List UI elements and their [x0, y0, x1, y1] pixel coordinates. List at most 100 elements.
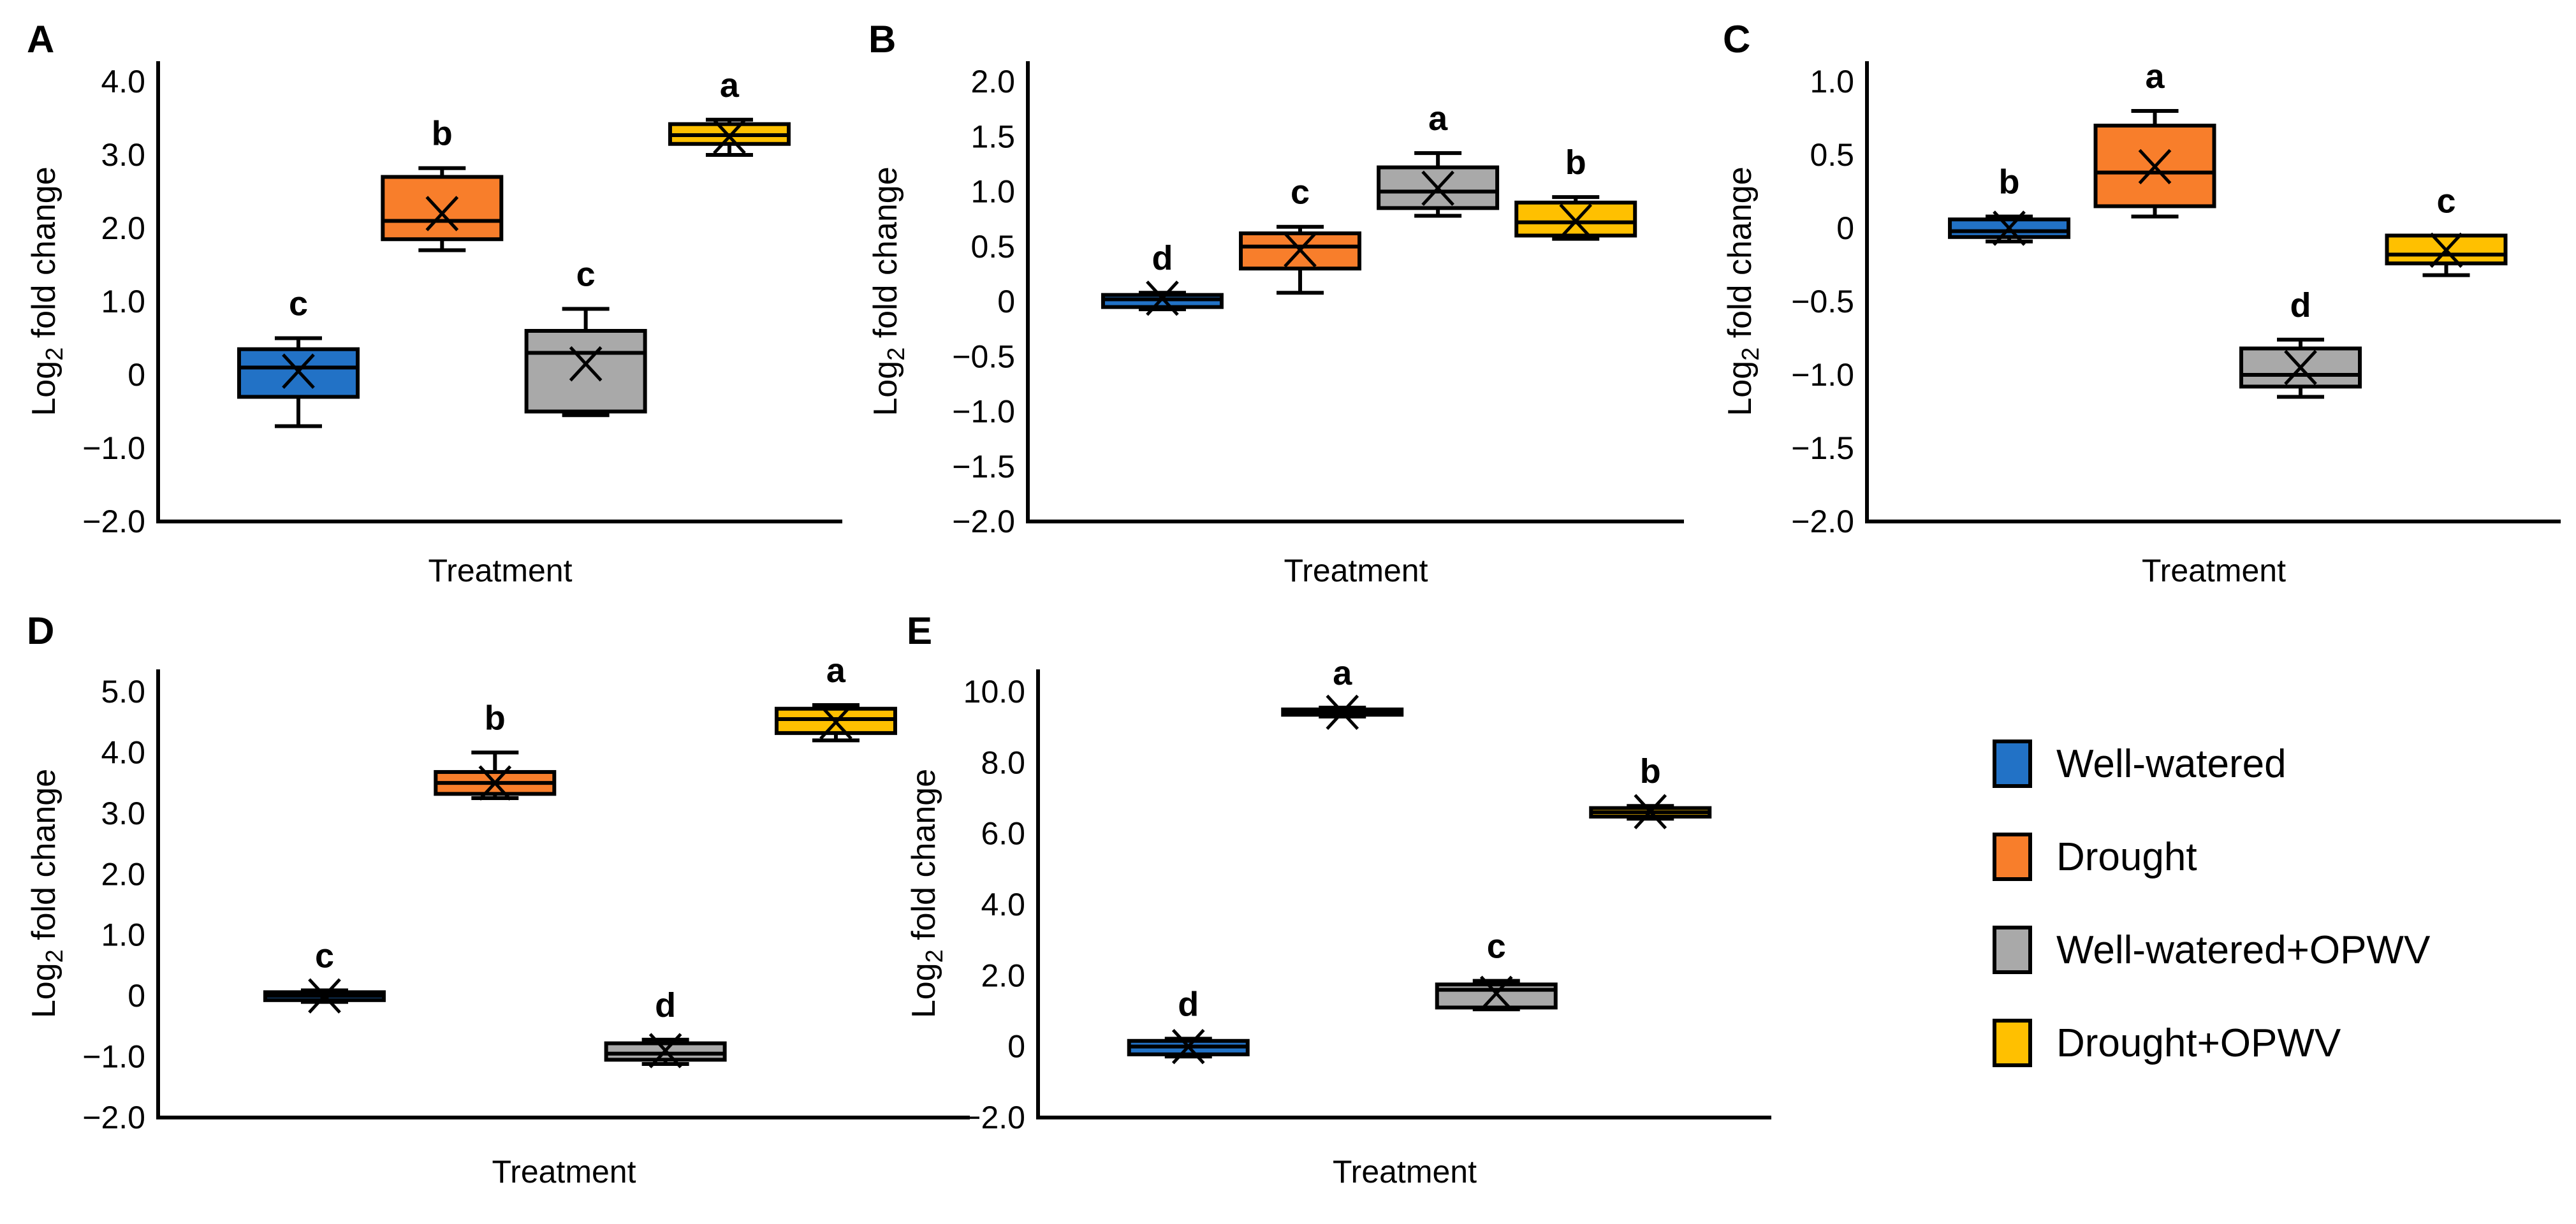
y-axis-label: Log2 fold change	[867, 166, 910, 416]
box-A-well-watered-opwv: c	[524, 256, 647, 418]
mean-x-marker	[1146, 280, 1179, 316]
y-tick-label: −2.0	[1791, 504, 1854, 539]
mean-x-marker	[1326, 694, 1359, 730]
boxplot-svg-D: D Log2 fold change 5.0 4.0 3.0 2.0 1.0 0 −1.0 −2.…	[26, 609, 970, 1190]
legend-label: Well-watered+OPWV	[2056, 928, 2431, 972]
box-E-well-watered: d	[1127, 985, 1250, 1065]
boxplot-svg-A: A Log2 fold change 4.0 3.0 2.0 1.0 0 −1.0 −2.0 Tr…	[26, 18, 842, 588]
panel-e-boxplot: E Log2 fold change 10.0 8.0 6.0 4.0 2.0 0 −2.0 Tr…	[893, 606, 1780, 1218]
mean-x-marker	[569, 346, 603, 382]
y-tick-label: 4.0	[101, 64, 145, 99]
boxplot-svg-C: C Log2 fold change 1.0 0.5 0 −0.5 −1.0 −1.5 −2.0…	[1722, 18, 2561, 588]
mean-x-marker	[478, 765, 512, 801]
sig-letter: b	[1640, 752, 1661, 790]
sig-letter: b	[1565, 143, 1586, 182]
mean-x-marker	[1479, 975, 1513, 1011]
box-C-drought-opwv: c	[2385, 182, 2508, 277]
box-D-drought: b	[434, 699, 557, 801]
y-tick-label: 1.0	[101, 917, 145, 953]
y-tick-label: −1.0	[82, 430, 145, 466]
y-tick-label: 0.5	[1810, 137, 1854, 173]
box-A-well-watered: c	[237, 285, 360, 428]
box-C-drought: a	[2093, 57, 2216, 219]
box-B-drought: c	[1239, 173, 1362, 295]
panel-letter-D: D	[27, 609, 54, 652]
panel-a-boxplot: A Log2 fold change 4.0 3.0 2.0 1.0 0 −1.0 −2.0 Tr…	[13, 6, 851, 602]
box-E-drought-opwv: b	[1589, 752, 1712, 829]
y-tick-label: −1.5	[952, 449, 1015, 484]
mean-x-marker	[819, 704, 853, 740]
legend-item-well-watered-opwv: Well-watered+OPWV	[1993, 903, 2430, 996]
sig-letter: a	[1428, 99, 1448, 138]
mean-x-marker	[1634, 794, 1667, 829]
box-D-well-watered-opwv: d	[604, 986, 727, 1068]
y-tick-label: −2.0	[962, 1100, 1025, 1135]
legend-label: Well-watered	[2056, 741, 2287, 786]
mean-x-marker	[1421, 170, 1454, 207]
legend-swatch-well-watered	[1993, 740, 2032, 788]
sig-letter: c	[315, 937, 334, 975]
y-tick-label: −0.5	[952, 339, 1015, 374]
box-rect	[381, 175, 504, 242]
y-tick-label: 0	[128, 978, 145, 1014]
mean-x-marker	[2429, 232, 2463, 268]
sig-letter: d	[655, 986, 676, 1024]
y-tick-label: 2.0	[970, 64, 1015, 99]
y-tick-label: −2.0	[82, 504, 145, 539]
sig-letter: a	[720, 66, 740, 105]
mean-x-marker	[1171, 1028, 1205, 1065]
sig-letter: c	[1291, 173, 1310, 212]
y-axis-label: Log2 fold change	[905, 769, 948, 1018]
box-rect	[524, 329, 647, 414]
legend-item-drought: Drought	[1993, 810, 2430, 903]
boxplot-svg-E: E Log2 fold change 10.0 8.0 6.0 4.0 2.0 0 −2.0 Tr…	[905, 609, 1771, 1190]
box-C-well-watered: b	[1948, 163, 2071, 246]
panel-d-boxplot: D Log2 fold change 5.0 4.0 3.0 2.0 1.0 0 −1.0 −2.…	[13, 606, 979, 1218]
y-tick-label: 3.0	[101, 796, 145, 831]
mean-x-marker	[648, 1033, 682, 1068]
panel-c-boxplot: C Log2 fold change 1.0 0.5 0 −0.5 −1.0 −1.5 −2.0…	[1709, 6, 2570, 602]
y-tick-label: 4.0	[981, 887, 1025, 922]
panel-letter-A: A	[27, 18, 54, 61]
box-D-well-watered: c	[263, 937, 386, 1014]
y-tick-label: 0	[1007, 1029, 1025, 1065]
mean-x-marker	[713, 119, 746, 154]
y-tick-label: 4.0	[101, 734, 145, 770]
box-rect	[2385, 233, 2508, 266]
mean-x-marker	[282, 353, 315, 389]
mean-x-marker	[1284, 232, 1317, 268]
panel-letter-B: B	[868, 18, 896, 61]
y-axis-label: Log2 fold change	[1722, 166, 1764, 416]
mean-x-marker	[308, 978, 341, 1014]
box-E-drought: a	[1281, 654, 1404, 730]
legend-label: Drought+OPWV	[2056, 1021, 2341, 1065]
sig-letter: c	[1487, 928, 1506, 966]
y-tick-label: −1.0	[82, 1039, 145, 1075]
y-axis-label: Log2 fold change	[26, 166, 68, 416]
mean-x-marker	[425, 196, 459, 231]
box-A-drought: b	[381, 115, 504, 252]
sig-letter: a	[2145, 57, 2165, 96]
y-tick-label: −2.0	[82, 1100, 145, 1135]
x-axis-title: Treatment	[1284, 553, 1428, 588]
y-tick-label: 6.0	[981, 816, 1025, 852]
y-tick-label: 2.0	[101, 856, 145, 892]
sig-letter: b	[1999, 163, 2020, 201]
sig-letter: b	[432, 115, 453, 153]
y-tick-label: −1.5	[1791, 430, 1854, 466]
x-axis-title: Treatment	[2142, 553, 2286, 588]
sig-letter: c	[576, 256, 596, 294]
y-tick-label: 0	[128, 357, 145, 393]
sig-letter: a	[826, 652, 846, 690]
legend: Well-watered Drought Well-watered+OPWV D…	[1993, 717, 2430, 1089]
x-axis-title: Treatment	[1333, 1154, 1477, 1190]
panel-letter-C: C	[1723, 18, 1750, 61]
mean-x-marker	[1559, 203, 1593, 239]
y-tick-label: 5.0	[101, 674, 145, 710]
sig-letter: c	[289, 285, 308, 323]
y-tick-label: 1.0	[101, 284, 145, 319]
legend-item-drought-opwv: Drought+OPWV	[1993, 996, 2430, 1089]
box-D-drought-opwv: a	[774, 652, 897, 743]
y-tick-label: 3.0	[101, 137, 145, 173]
